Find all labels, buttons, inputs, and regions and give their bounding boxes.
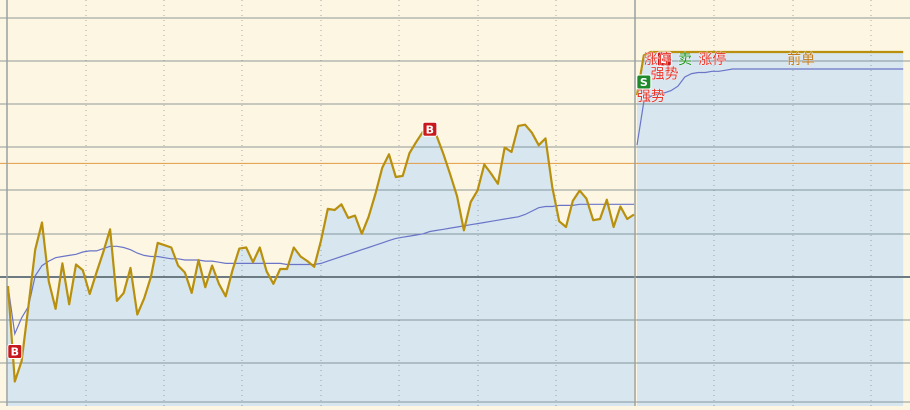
annotation-label-2: 卖 (678, 52, 692, 68)
buy-marker-label-3: B (660, 53, 668, 66)
buy-marker-2 (422, 121, 438, 137)
average-price-line-day-2 (636, 68, 904, 146)
buy-marker-1 (7, 344, 23, 360)
buy-marker-3 (656, 51, 672, 67)
annotation-label-1: 涨停 (644, 51, 672, 68)
annotation-label-3: 涨停 (698, 51, 726, 68)
annotation-label-5: 强势 (651, 66, 679, 82)
buy-marker-label-2: B (426, 123, 434, 136)
sell-marker-4 (636, 74, 652, 90)
sell-marker-label-4: S (640, 76, 648, 89)
price-line-day-2 (635, 50, 904, 96)
annotation-label-6: 强势 (637, 89, 665, 105)
buy-marker-label-1: B (11, 346, 19, 359)
price-area-fill-day-2 (637, 52, 904, 406)
price-line-day-1 (6, 123, 635, 383)
annotation-label-4: 前单 (787, 51, 815, 68)
